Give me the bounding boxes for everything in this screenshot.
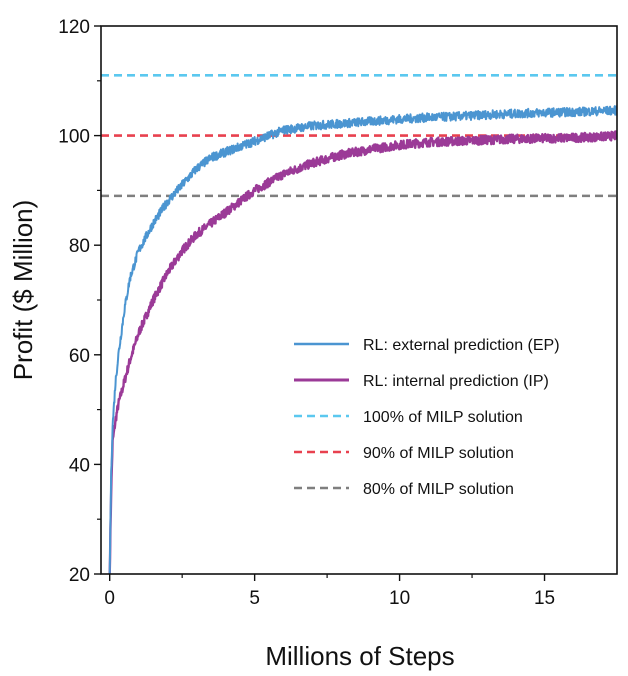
- x-axis-title: Millions of Steps: [265, 641, 454, 671]
- series-lines: [101, 74, 617, 574]
- legend-label-4: 80% of MILP solution: [363, 481, 514, 498]
- legend-label-0: RL: external prediction (EP): [363, 337, 560, 354]
- series-line-0: [108, 105, 617, 574]
- x-tick-label: 5: [249, 588, 260, 609]
- y-tick-label: 60: [69, 346, 90, 367]
- y-tick-label: 80: [69, 236, 90, 257]
- axis-ticks: 20 40 60 80 100 120 0 5 10 15: [58, 17, 555, 609]
- y-tick-label: 120: [58, 17, 90, 38]
- y-tick-label: 100: [58, 127, 90, 148]
- legend-label-2: 100% of MILP solution: [363, 409, 523, 426]
- x-tick-label: 10: [389, 588, 410, 609]
- legend-label-3: 90% of MILP solution: [363, 445, 514, 462]
- y-axis-title: Profit ($ Million): [8, 200, 38, 381]
- plot-frame: [100, 25, 618, 575]
- y-tick-label: 20: [69, 565, 90, 586]
- y-tick-label: 40: [69, 455, 90, 476]
- x-tick-label: 0: [104, 588, 115, 609]
- legend: RL: external prediction (EP) RL: internal…: [294, 337, 560, 498]
- x-tick-label: 15: [534, 588, 555, 609]
- series-line-1: [108, 130, 617, 574]
- legend-label-1: RL: internal prediction (IP): [363, 373, 549, 390]
